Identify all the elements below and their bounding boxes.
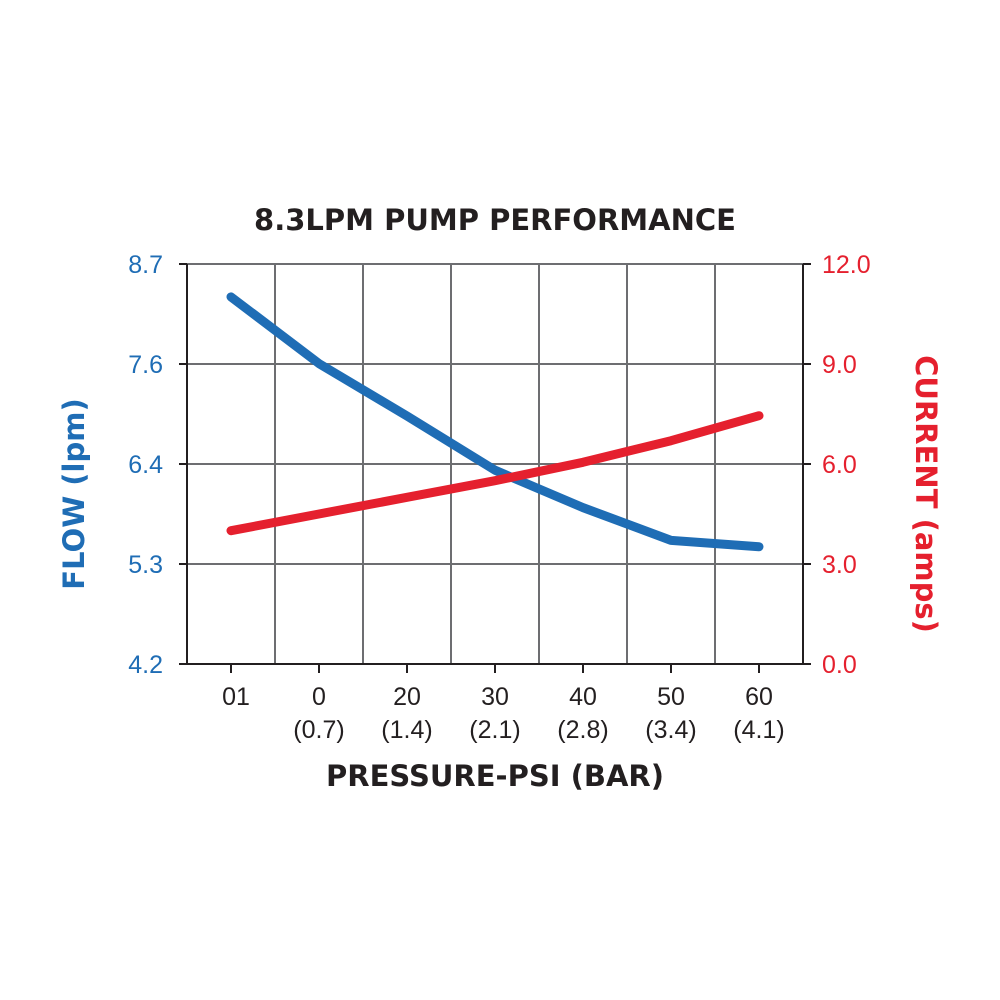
y-left-tick-label: 7.6 xyxy=(128,351,163,379)
x-tick-sublabel: (2.1) xyxy=(469,716,520,744)
x-tick-label: 20 xyxy=(393,683,421,711)
x-tick-label: 01 xyxy=(222,683,250,711)
grid xyxy=(187,263,803,664)
y-right-tick-label: 6.0 xyxy=(822,451,857,479)
y-axis-left-title: FLOW (lpm) xyxy=(57,398,91,589)
x-tick-label: 50 xyxy=(657,683,685,711)
series-line-flow xyxy=(226,292,764,552)
series-lines xyxy=(226,292,764,552)
y-left-tick-label: 6.4 xyxy=(128,451,163,479)
y-right-tick-label: 9.0 xyxy=(822,351,857,379)
y-right-tick-label: 0.0 xyxy=(822,651,857,679)
y-left-tick-label: 4.2 xyxy=(128,651,163,679)
y-left-tick-label: 8.7 xyxy=(128,251,163,279)
x-tick-sublabel: (2.8) xyxy=(557,716,608,744)
tick-labels: 8.7 7.6 6.4 5.3 4.2 12.0 9.0 6.0 3.0 0.0 01 0 (0.7) 2… xyxy=(128,251,870,744)
x-tick-label: 0 xyxy=(312,683,326,711)
x-tick-sublabel: (1.4) xyxy=(381,716,432,744)
x-tick-label: 30 xyxy=(481,683,509,711)
axes xyxy=(179,263,811,673)
x-axis-title: PRESSURE-PSI (BAR) xyxy=(326,759,664,793)
y-right-tick-label: 12.0 xyxy=(822,251,871,279)
chart-title: 8.3LPM PUMP PERFORMANCE xyxy=(254,203,736,237)
y-left-tick-label: 5.3 xyxy=(128,551,163,579)
x-tick-sublabel: (0.7) xyxy=(293,716,344,744)
x-tick-sublabel: (4.1) xyxy=(733,716,784,744)
x-tick-sublabel: (3.4) xyxy=(645,716,696,744)
x-tick-label: 40 xyxy=(569,683,597,711)
y-axis-right-title: CURRENT (amps) xyxy=(909,355,943,633)
series-line-current xyxy=(226,411,764,536)
x-tick-label: 60 xyxy=(745,683,773,711)
y-right-tick-label: 3.0 xyxy=(822,551,857,579)
